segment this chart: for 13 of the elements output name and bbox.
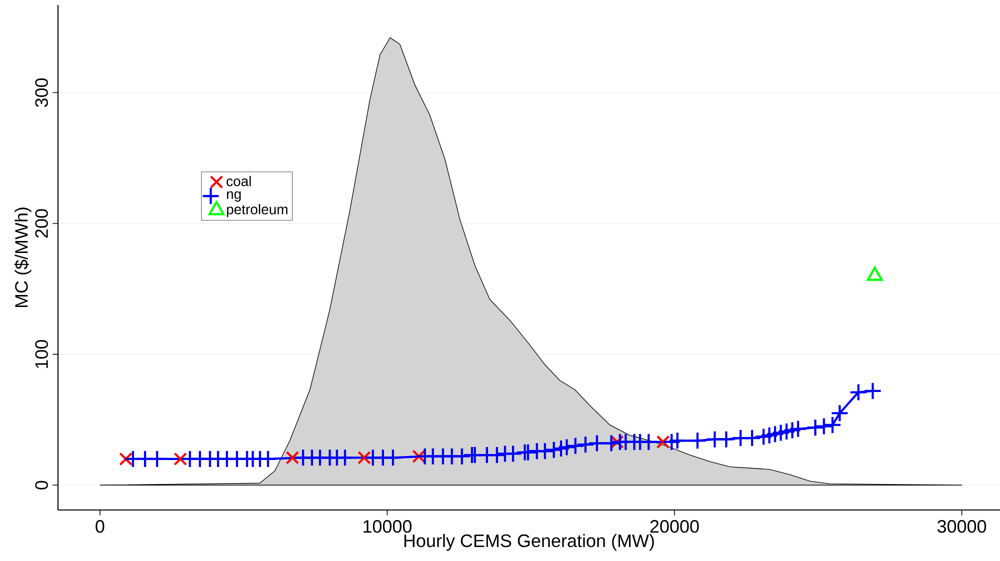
y-tick-label: 0: [35, 480, 48, 490]
legend-label: petroleum: [226, 204, 288, 218]
y-tick-label: 300: [35, 78, 48, 107]
x-axis-title: Hourly CEMS Generation (MW): [404, 534, 654, 551]
y-tick-label: 200: [35, 209, 48, 238]
y-axis-title: MC ($/MWh): [14, 208, 32, 308]
legend-label: coal: [226, 176, 251, 186]
x-tick-label: 30000: [937, 520, 986, 533]
legend-label: ng: [226, 191, 241, 202]
y-tick-label: 100: [35, 340, 48, 368]
x-tick-label: 10000: [364, 520, 412, 533]
x-tick-label: 20000: [650, 520, 699, 533]
x-tick-label: 0: [96, 520, 104, 533]
